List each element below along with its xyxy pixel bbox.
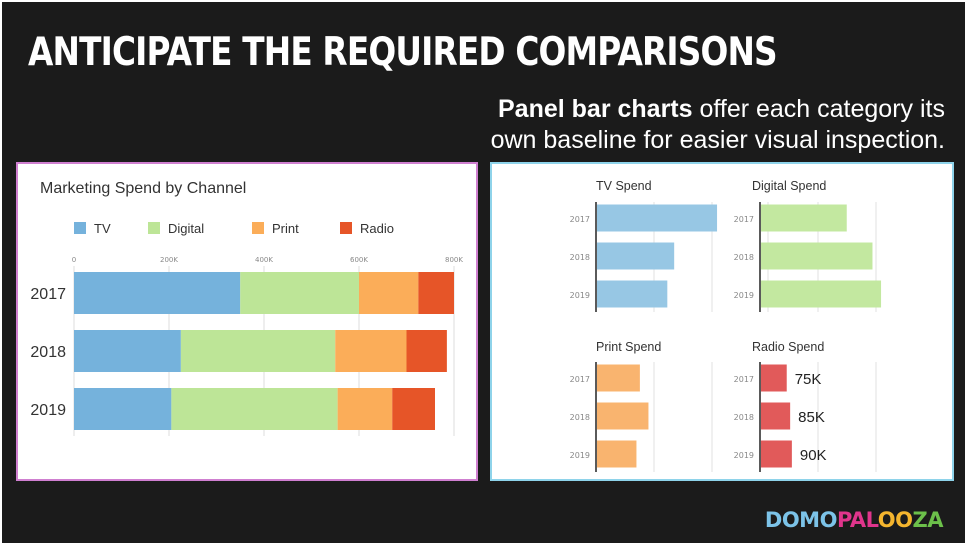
panel-title: Digital Spend bbox=[752, 179, 826, 193]
bar-segment bbox=[337, 388, 393, 430]
domopalooza-logo: DOMOPALOOZA bbox=[764, 508, 944, 532]
y-category-label: 2018 bbox=[570, 413, 590, 422]
bar-segment bbox=[240, 272, 359, 314]
chart-title: Marketing Spend by Channel bbox=[40, 180, 246, 197]
stacked-bar-chart: Marketing Spend by Channel TV Digital Print… bbox=[30, 180, 463, 436]
bar-segment bbox=[392, 388, 435, 430]
logo-part: DOMO bbox=[764, 508, 838, 532]
data-label: 90K bbox=[800, 447, 827, 464]
logo-part: PAL bbox=[836, 508, 878, 532]
bar-segment bbox=[74, 330, 181, 372]
y-category-label: 2017 bbox=[570, 215, 590, 224]
logo-part: OO bbox=[877, 508, 913, 532]
bar-segment bbox=[335, 330, 407, 372]
subtitle-rest: offer each category its own baseline for… bbox=[490, 95, 945, 154]
panel-title: Radio Spend bbox=[752, 340, 824, 354]
bar-segment bbox=[74, 388, 172, 430]
panel-bar bbox=[597, 280, 668, 308]
y-category-label: 2018 bbox=[734, 413, 754, 422]
legend-swatch bbox=[340, 222, 352, 234]
y-category-label: 2017 bbox=[30, 286, 66, 303]
panel-bar bbox=[597, 440, 637, 468]
data-label: 85K bbox=[798, 409, 825, 426]
panel-title: TV Spend bbox=[596, 179, 652, 193]
y-category-label: 2017 bbox=[734, 215, 754, 224]
logo-part: ZA bbox=[912, 508, 944, 532]
legend-swatch bbox=[252, 222, 264, 234]
bar-segment bbox=[74, 272, 241, 314]
panel-chart-panel: TV Spend 2017 2018 2019 Digital Spend 2017 201… bbox=[490, 162, 954, 481]
legend-label: Digital bbox=[168, 221, 204, 236]
bar-segment bbox=[180, 330, 336, 372]
panel-bar bbox=[597, 242, 675, 270]
stacked-chart-panel: Marketing Spend by Channel TV Digital Print… bbox=[16, 162, 478, 481]
slide-title: ANTICIPATE THE REQUIRED COMPARISONS bbox=[28, 30, 778, 75]
panel-title: Print Spend bbox=[596, 340, 661, 354]
panel-bar bbox=[761, 280, 882, 308]
y-category-label: 2018 bbox=[570, 253, 590, 262]
panel-bar bbox=[597, 364, 640, 392]
y-category-label: 2019 bbox=[570, 291, 590, 300]
x-tick-label: 0 bbox=[72, 256, 76, 264]
x-tick-label: 800K bbox=[445, 256, 463, 264]
y-category-label: 2019 bbox=[734, 451, 754, 460]
panel-bar-chart: TV Spend 2017 2018 2019 Digital Spend 2017 201… bbox=[570, 179, 882, 472]
panel-bar bbox=[761, 242, 873, 270]
x-tick-label: 400K bbox=[255, 256, 273, 264]
legend-swatch bbox=[148, 222, 160, 234]
y-category-label: 2019 bbox=[30, 402, 66, 419]
legend-label: Print bbox=[272, 221, 299, 236]
bar-segment bbox=[418, 272, 454, 314]
data-label: 75K bbox=[795, 371, 822, 388]
legend-label: TV bbox=[94, 221, 111, 236]
subtitle-bold: Panel bar charts bbox=[498, 95, 693, 123]
y-category-label: 2018 bbox=[734, 253, 754, 262]
panel-bar bbox=[761, 402, 791, 430]
panel-bar bbox=[761, 364, 787, 392]
y-category-label: 2017 bbox=[570, 375, 590, 384]
panel-bar bbox=[761, 440, 792, 468]
legend-swatch bbox=[74, 222, 86, 234]
panel-bar bbox=[597, 402, 649, 430]
panel-bar bbox=[761, 204, 847, 232]
bar-segment bbox=[406, 330, 447, 372]
slide-subtitle: Panel bar charts offer each category its… bbox=[475, 94, 945, 156]
x-tick-label: 600K bbox=[350, 256, 368, 264]
y-category-label: 2017 bbox=[734, 375, 754, 384]
y-category-label: 2019 bbox=[570, 451, 590, 460]
x-tick-label: 200K bbox=[160, 256, 178, 264]
panel-bar bbox=[597, 204, 718, 232]
bar-segment bbox=[359, 272, 419, 314]
y-category-label: 2018 bbox=[30, 344, 66, 361]
bar-segment bbox=[171, 388, 338, 430]
y-category-label: 2019 bbox=[734, 291, 754, 300]
legend-label: Radio bbox=[360, 221, 394, 236]
